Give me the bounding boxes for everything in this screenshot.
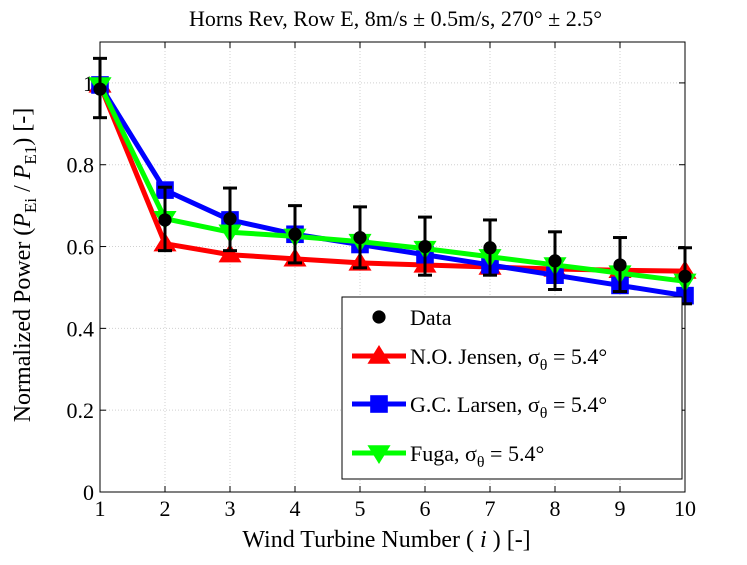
data-point bbox=[158, 213, 172, 227]
legend-label: Fuga, σθ = 5.4° bbox=[410, 441, 544, 471]
legend-marker bbox=[367, 445, 391, 464]
y-axis-label-num-sub: Ei bbox=[21, 198, 40, 213]
data-point bbox=[483, 241, 497, 255]
y-axis-label-prefix: Normalized Power ( bbox=[10, 228, 36, 423]
y-tick-label: 0.4 bbox=[67, 316, 95, 341]
y-tick-label: 0 bbox=[83, 480, 94, 505]
x-axis-label-suffix: ) [-] bbox=[487, 527, 531, 553]
x-axis: 1 2 3 4 5 6 7 8 9 10 bbox=[95, 42, 696, 521]
x-tick-label: 3 bbox=[225, 496, 236, 521]
legend-label: N.O. Jensen, σθ = 5.4° bbox=[410, 344, 607, 374]
series-data bbox=[93, 56, 692, 306]
y-axis-label-den-sub: E1 bbox=[21, 146, 40, 165]
data-point bbox=[418, 239, 432, 254]
data-point bbox=[288, 227, 302, 241]
y-axis: 0 0.2 0.4 0.6 0.8 1 bbox=[67, 71, 685, 505]
legend-label-name: Fuga, bbox=[410, 441, 465, 466]
legend-item-fuga: Fuga, σθ = 5.4° bbox=[352, 441, 544, 471]
chart-title: Horns Rev, Row E, 8m/s ± 0.5m/s, 270° ± … bbox=[189, 6, 602, 31]
data-point bbox=[223, 212, 237, 226]
y-axis-label-slash: / bbox=[10, 179, 36, 198]
legend-label-sigma-sub: θ bbox=[477, 454, 485, 471]
x-tick-label: 7 bbox=[485, 496, 496, 521]
x-axis-label: Wind Turbine Number ( i ) [-] bbox=[242, 527, 530, 553]
data-point bbox=[353, 230, 367, 245]
series-line bbox=[97, 83, 686, 299]
x-tick-label: 2 bbox=[160, 496, 171, 521]
x-axis-label-prefix: Wind Turbine Number ( bbox=[242, 527, 480, 553]
legend-label-name: G.C. Larsen, bbox=[410, 392, 528, 417]
legend-label-value: = 5.4° bbox=[485, 441, 545, 466]
legend-label-name: N.O. Jensen, bbox=[410, 344, 528, 369]
legend-box bbox=[341, 296, 683, 480]
legend-label-sigma: σ bbox=[528, 344, 540, 369]
y-tick-label: 0.8 bbox=[67, 153, 95, 178]
y-tick-label: 0.6 bbox=[67, 235, 95, 260]
legend-label-sigma-sub: θ bbox=[540, 405, 548, 422]
data-point bbox=[613, 258, 627, 272]
x-tick-label: 5 bbox=[355, 496, 366, 521]
legend-item-data: Data bbox=[372, 305, 452, 330]
series-marker bbox=[218, 243, 242, 263]
y-tick-label: 0.2 bbox=[67, 398, 95, 423]
legend-label-value: = 5.4° bbox=[547, 392, 607, 417]
y-tick-label: 1 bbox=[83, 71, 94, 96]
legend-label-sigma: σ bbox=[465, 441, 477, 466]
legend-label: G.C. Larsen, σθ = 5.4° bbox=[410, 392, 607, 422]
legend-label: Data bbox=[410, 305, 452, 330]
y-axis-label-suffix: ) [-] bbox=[10, 108, 36, 146]
data-point bbox=[678, 269, 692, 284]
legend-marker bbox=[367, 345, 391, 364]
legend-marker bbox=[370, 395, 388, 413]
data-point bbox=[93, 82, 107, 96]
legend-label-name: Data bbox=[410, 305, 452, 330]
x-tick-label: 10 bbox=[674, 496, 696, 521]
data-point bbox=[548, 254, 562, 268]
x-tick-label: 4 bbox=[290, 496, 301, 521]
legend-item-g-c-larsen: G.C. Larsen, σθ = 5.4° bbox=[352, 392, 607, 422]
legend-label-sigma: σ bbox=[528, 392, 540, 417]
x-tick-label: 6 bbox=[420, 496, 431, 521]
legend-marker bbox=[372, 310, 386, 324]
y-axis-label: Normalized Power (PEi / PE1) [-] bbox=[10, 108, 40, 423]
y-axis-label-num: P bbox=[10, 213, 36, 229]
series-line bbox=[97, 83, 686, 284]
legend-label-sigma-sub: θ bbox=[540, 357, 548, 374]
x-axis-label-var: i bbox=[480, 527, 487, 553]
x-tick-label: 9 bbox=[615, 496, 626, 521]
y-axis-label-den: P bbox=[10, 164, 36, 180]
legend-item-n-o-jensen: N.O. Jensen, σθ = 5.4° bbox=[352, 344, 607, 374]
legend-label-value: = 5.4° bbox=[547, 344, 607, 369]
x-tick-label: 8 bbox=[550, 496, 561, 521]
x-tick-label: 1 bbox=[95, 496, 106, 521]
